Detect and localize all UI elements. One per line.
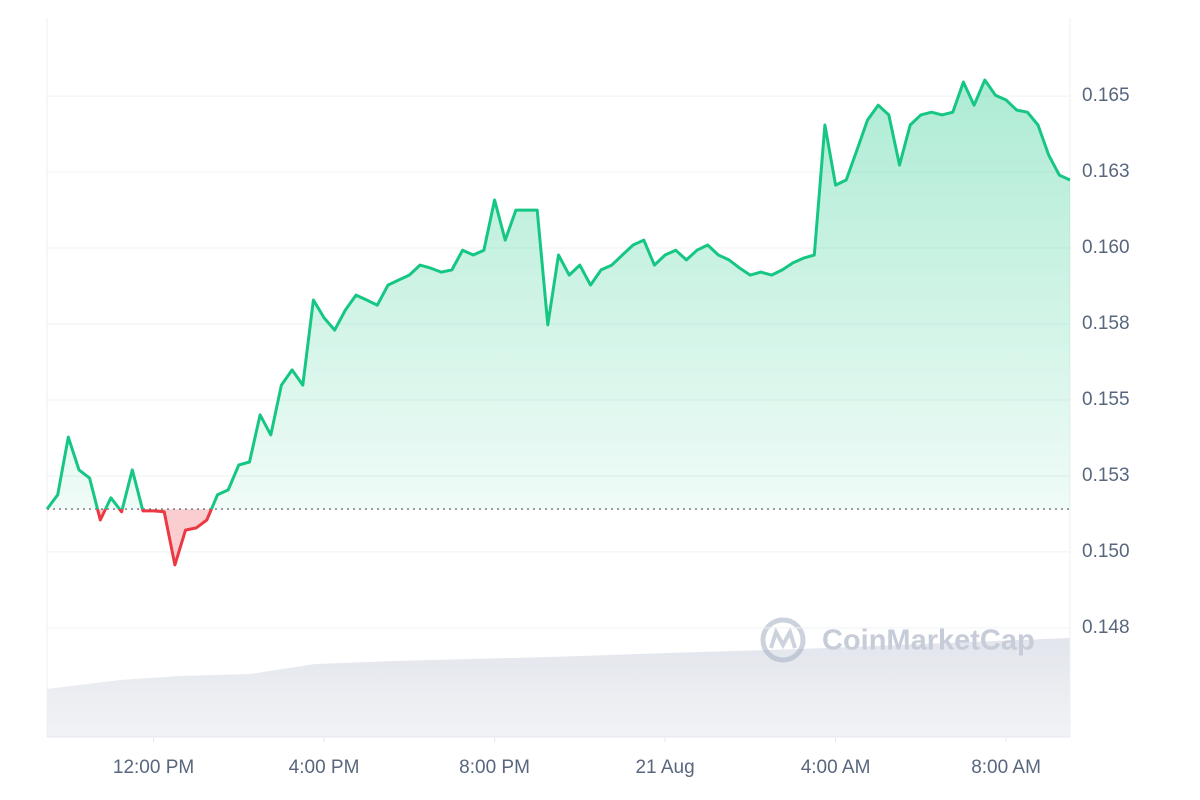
x-tick-label: 8:00 PM — [459, 757, 530, 778]
x-tick-label: 21 Aug — [635, 757, 694, 778]
volume-bars — [47, 638, 1070, 737]
y-tick-label: 0.163 — [1082, 161, 1130, 182]
y-tick-label: 0.158 — [1082, 313, 1130, 334]
watermark-logo — [760, 617, 806, 663]
y-tick-label: 0.165 — [1082, 85, 1130, 106]
y-tick-label: 0.160 — [1082, 237, 1130, 258]
price-line-up — [45, 78, 1071, 510]
area-up — [47, 80, 1070, 510]
x-tick-label: 12:00 PM — [113, 757, 194, 778]
y-tick-label: 0.153 — [1082, 465, 1130, 486]
y-tick-label: 0.155 — [1082, 389, 1130, 410]
y-tick-label: 0.148 — [1082, 617, 1130, 638]
y-tick-label: 0.150 — [1082, 541, 1130, 562]
x-tick-label: 8:00 AM — [971, 757, 1041, 778]
x-tick-label: 4:00 PM — [289, 757, 360, 778]
x-tick-label: 4:00 AM — [801, 757, 871, 778]
watermark: CoinMarketCap — [822, 625, 1035, 657]
